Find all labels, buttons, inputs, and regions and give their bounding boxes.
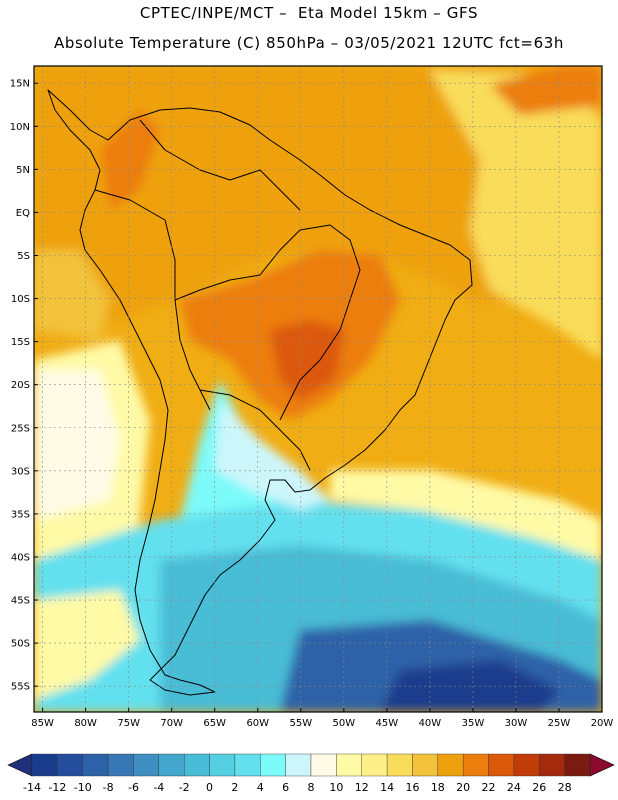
colorbar-label: 6 <box>282 781 289 794</box>
lon-label: 55W <box>289 718 312 729</box>
lat-label: 30S <box>11 466 30 477</box>
colorbar-label: 26 <box>532 781 546 794</box>
title-line-field: Absolute Temperature (C) 850hPa – 03/05/… <box>54 34 564 52</box>
colorbar-cell <box>336 753 362 777</box>
lon-label: 45W <box>376 718 399 729</box>
lon-label: 60W <box>246 718 269 729</box>
border-venezuela <box>139 119 301 211</box>
lon-label: 70W <box>160 718 183 729</box>
colorbar-label: 24 <box>507 781 521 794</box>
colorbar-cell <box>310 753 337 777</box>
colorbar-cell <box>183 753 210 777</box>
colorbar-cell <box>412 753 439 777</box>
colorbar-cell <box>513 753 540 777</box>
colorbar-label: -6 <box>128 781 139 794</box>
lon-label: 65W <box>203 718 226 729</box>
colorbar-label: -10 <box>74 781 92 794</box>
colorbar-cell <box>107 753 134 777</box>
colorbar-label: 2 <box>231 781 238 794</box>
field-hotter-brazil <box>270 320 345 400</box>
field-hot-andes-north <box>100 110 160 210</box>
colorbar-over-arrow <box>589 753 615 777</box>
colorbar-cell <box>31 753 58 777</box>
colorbar-label: 12 <box>355 781 369 794</box>
lat-label: 40S <box>11 552 30 563</box>
lat-label: 25S <box>11 423 30 434</box>
colorbar-cell <box>564 753 591 777</box>
lat-label: EQ <box>16 208 30 219</box>
lon-label: 85W <box>31 718 54 729</box>
colorbar: -14 -12 -10 -8 -6 -4 -2 0 2 4 6 8 10 12 14 16 18 20 22 24 26… <box>7 753 615 794</box>
colorbar-under-arrow <box>7 753 33 777</box>
lat-label: 15S <box>11 337 30 348</box>
colorbar-cell <box>488 753 515 777</box>
lat-label: 55S <box>11 682 30 693</box>
border-andean <box>94 189 211 411</box>
lon-label: 80W <box>74 718 97 729</box>
lat-label: 45S <box>11 596 30 607</box>
colorbar-cell <box>57 753 83 777</box>
colorbar-labels: -14 -12 -10 -8 -6 -4 -2 0 2 4 6 8 10 12 14 16 18 20 22 24 26… <box>23 781 572 794</box>
colorbar-label: 16 <box>405 781 419 794</box>
lat-label: 15N <box>10 79 30 90</box>
map-frame <box>33 65 603 713</box>
field-yellow-coastal-south <box>330 470 602 560</box>
colorbar-label: 20 <box>456 781 470 794</box>
border-brazil <box>174 224 361 421</box>
colorbar-cell <box>209 753 236 777</box>
lon-label: 75W <box>117 718 140 729</box>
coastline-south-america <box>47 89 473 696</box>
colorbar-label: -12 <box>48 781 66 794</box>
latitude-labels: 15N 10N 5N EQ 5S 10S 15S 20S 25S 30S 35S 40S 45S 50S 5… <box>10 79 30 693</box>
colorbar-label: -4 <box>153 781 164 794</box>
colorbar-cell <box>386 753 413 777</box>
axis-ticks <box>34 82 603 712</box>
colorbar-cell <box>82 753 109 777</box>
colorbar-cell <box>158 753 185 777</box>
field-hot-northeast <box>490 66 602 115</box>
colorbar-label: -14 <box>23 781 41 794</box>
field-cream-west <box>34 370 120 520</box>
colorbar-label: 10 <box>329 781 343 794</box>
lon-label: 40W <box>419 718 442 729</box>
lon-label: 30W <box>505 718 528 729</box>
lat-label: 20S <box>11 380 30 391</box>
lat-label: 35S <box>11 509 30 520</box>
temperature-map: 15N 10N 5N EQ 5S 10S 15S 20S 25S 30S 35S 40S 45S 50S 5… <box>10 65 613 729</box>
field-pale-southwest <box>34 590 140 700</box>
lat-label: 5N <box>16 165 30 176</box>
colorbar-cell <box>285 753 312 777</box>
lat-label: 50S <box>11 639 30 650</box>
field-warm-north <box>34 66 602 330</box>
border-argentina <box>199 389 311 471</box>
colorbar-cell <box>133 753 160 777</box>
lat-label: 10N <box>10 122 30 133</box>
field-hot-coastal-peru <box>34 250 110 340</box>
lon-label: 35W <box>462 718 485 729</box>
title-line-model: CPTEC/INPE/MCT – Eta Model 15km – GFS <box>139 4 479 22</box>
lon-label: 50W <box>333 718 356 729</box>
colorbar-cell <box>539 753 565 777</box>
colorbar-cell <box>234 753 261 777</box>
colorbar-cell <box>462 753 489 777</box>
colorbar-label: -8 <box>103 781 114 794</box>
colorbar-label: 28 <box>558 781 572 794</box>
colorbar-cell <box>437 753 464 777</box>
longitude-labels: 85W 80W 75W 70W 65W 60W 55W 50W 45W 40W 35W 30W 25W 2… <box>31 718 613 729</box>
colorbar-cells <box>7 753 615 777</box>
colorbar-label: 8 <box>308 781 315 794</box>
lat-label: 5S <box>17 251 30 262</box>
colorbar-label: -2 <box>179 781 190 794</box>
lat-label: 10S <box>11 294 30 305</box>
lon-label: 25W <box>548 718 571 729</box>
colorbar-label: 4 <box>257 781 264 794</box>
colorbar-label: 18 <box>431 781 445 794</box>
field-cold-band-sw-atlantic <box>215 400 330 510</box>
colorbar-label: 14 <box>380 781 394 794</box>
colorbar-label: 0 <box>206 781 213 794</box>
colorbar-cell <box>260 753 286 777</box>
lon-label: 20W <box>591 718 614 729</box>
colorbar-label: 22 <box>482 781 496 794</box>
colorbar-cell <box>361 753 388 777</box>
